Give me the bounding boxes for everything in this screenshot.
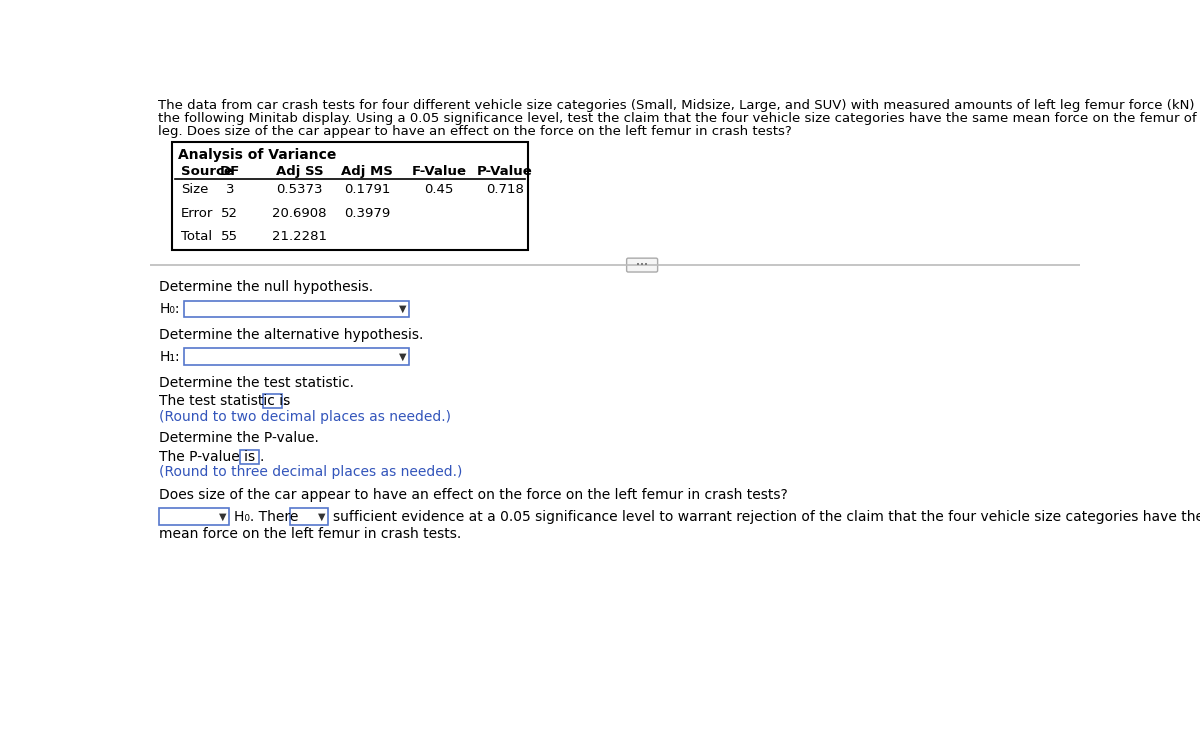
Text: Determine the alternative hypothesis.: Determine the alternative hypothesis. [160, 328, 424, 342]
Text: (Round to three decimal places as needed.): (Round to three decimal places as needed… [160, 466, 463, 479]
Text: Determine the null hypothesis.: Determine the null hypothesis. [160, 280, 373, 295]
Text: 0.5373: 0.5373 [276, 184, 323, 196]
Text: 0.718: 0.718 [486, 184, 524, 196]
Bar [240, 450, 258, 464]
Text: Size: Size [181, 184, 209, 196]
Text: 52: 52 [221, 207, 239, 219]
Text: H₁:: H₁: [160, 350, 180, 364]
Text: F-Value: F-Value [412, 165, 467, 178]
Text: the following Minitab display. Using a 0.05 significance level, test the claim t: the following Minitab display. Using a 0… [157, 112, 1200, 125]
Text: mean force on the left femur in crash tests.: mean force on the left femur in crash te… [160, 527, 462, 541]
Text: •••: ••• [636, 262, 648, 268]
Bar [184, 301, 409, 318]
Text: 55: 55 [221, 230, 239, 242]
Text: 3: 3 [226, 184, 234, 196]
Text: H₀:: H₀: [160, 302, 180, 316]
Text: H₀. There: H₀. There [234, 510, 298, 524]
Text: (Round to two decimal places as needed.): (Round to two decimal places as needed.) [160, 410, 451, 424]
Text: 0.3979: 0.3979 [344, 207, 390, 219]
Text: DF: DF [220, 165, 240, 178]
Text: leg. Does size of the car appear to have an effect on the force on the left femu: leg. Does size of the car appear to have… [157, 125, 792, 138]
Bar [289, 509, 329, 525]
Text: 0.45: 0.45 [425, 184, 454, 196]
Text: Adj MS: Adj MS [341, 165, 392, 178]
Text: Determine the test statistic.: Determine the test statistic. [160, 376, 354, 390]
Bar [160, 509, 229, 525]
Bar [184, 348, 409, 366]
Bar [263, 395, 282, 408]
Text: Total: Total [181, 230, 212, 242]
Text: ▼: ▼ [220, 512, 227, 522]
Text: 21.2281: 21.2281 [272, 230, 328, 242]
Text: 20.6908: 20.6908 [272, 207, 326, 219]
Text: Determine the P-value.: Determine the P-value. [160, 431, 319, 445]
Text: ▼: ▼ [318, 512, 326, 522]
Text: P-Value: P-Value [478, 165, 533, 178]
FancyBboxPatch shape [626, 258, 658, 272]
Text: ▼: ▼ [398, 304, 407, 314]
Text: .: . [282, 395, 287, 409]
Text: Analysis of Variance: Analysis of Variance [178, 148, 336, 162]
Text: sufficient evidence at a 0.05 significance level to warrant rejection of the cla: sufficient evidence at a 0.05 significan… [332, 510, 1200, 524]
Text: Adj SS: Adj SS [276, 165, 323, 178]
Text: ▼: ▼ [398, 351, 407, 362]
Text: The test statistic is: The test statistic is [160, 395, 290, 409]
Text: The P-value is: The P-value is [160, 450, 256, 464]
Text: .: . [259, 450, 264, 464]
Text: Source: Source [181, 165, 233, 178]
Text: Does size of the car appear to have an effect on the force on the left femur in : Does size of the car appear to have an e… [160, 489, 788, 502]
Text: 0.1791: 0.1791 [344, 184, 390, 196]
Text: Error: Error [181, 207, 214, 219]
Bar [172, 142, 528, 250]
Text: The data from car crash tests for four different vehicle size categories (Small,: The data from car crash tests for four d… [157, 98, 1200, 112]
